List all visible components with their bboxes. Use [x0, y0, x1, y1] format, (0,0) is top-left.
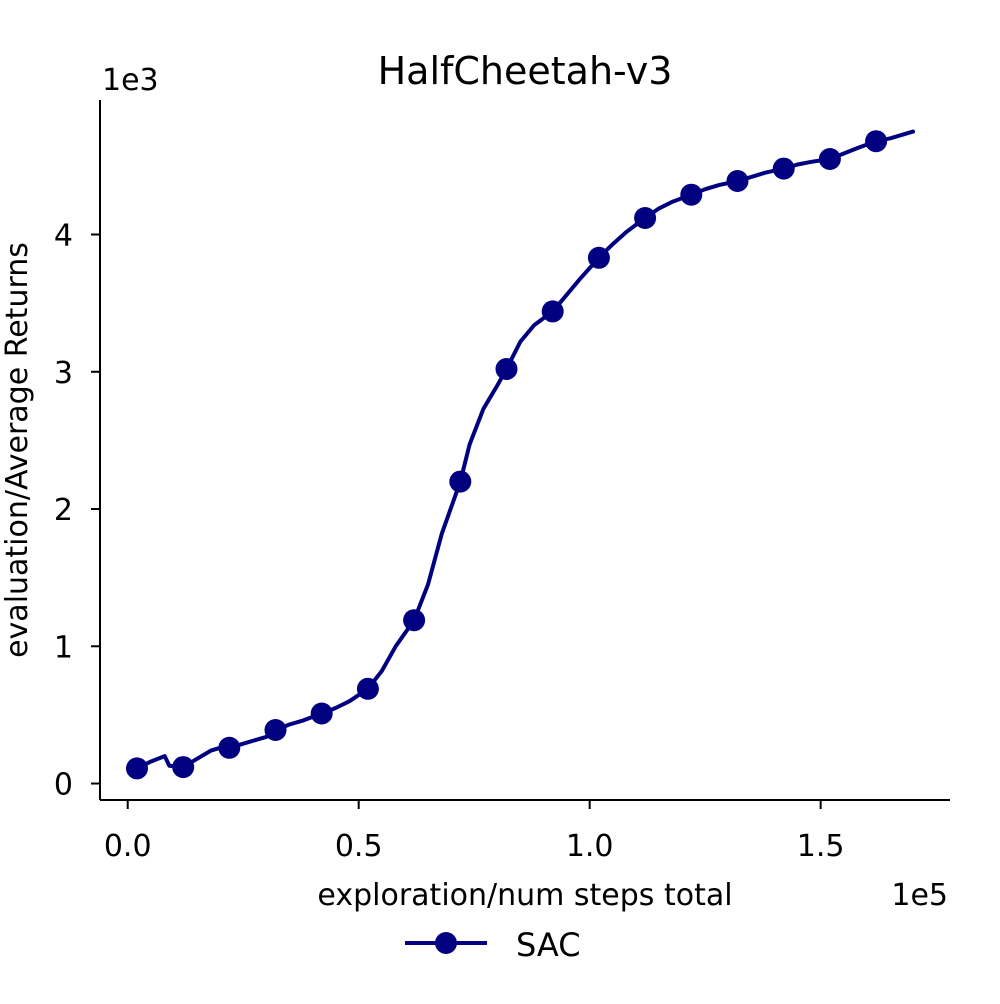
y-ticks: 0 1 2 3 4	[54, 219, 100, 803]
data-point	[403, 609, 426, 632]
data-point	[264, 719, 287, 741]
x-tick-label: 0.0	[104, 829, 152, 864]
x-tick-label: 0.5	[335, 829, 383, 864]
data-point	[818, 148, 841, 170]
data-point	[726, 170, 749, 192]
legend-label-sac: SAC	[516, 926, 581, 964]
chart-title: HalfCheetah-v3	[378, 49, 673, 93]
series-line-sac	[135, 129, 915, 771]
legend: SAC	[405, 926, 581, 964]
x-tick-label: 1.0	[566, 829, 614, 864]
y-tick-label: 3	[54, 356, 73, 391]
x-axis-label: exploration/num steps total	[317, 878, 732, 913]
y-tick-label: 1	[54, 630, 73, 665]
x-tick-label: 1.5	[797, 829, 845, 864]
data-point	[172, 756, 195, 779]
data-point	[772, 157, 795, 180]
x-multiplier-label: 1e5	[891, 878, 948, 913]
data-point	[310, 702, 333, 725]
data-point	[680, 183, 703, 206]
data-point	[634, 207, 657, 229]
data-point	[865, 130, 888, 153]
data-point	[541, 300, 564, 323]
data-point	[449, 470, 472, 493]
y-tick-label: 4	[54, 219, 73, 254]
y-tick-label: 0	[54, 768, 73, 803]
y-multiplier-label: 1e3	[102, 63, 159, 98]
data-point	[126, 757, 148, 780]
data-point	[218, 736, 241, 759]
y-axis-label: evaluation/Average Returns	[0, 242, 35, 658]
data-point	[356, 677, 379, 700]
data-point	[587, 246, 610, 269]
x-ticks: 0.0 0.5 1.0 1.5	[104, 800, 845, 864]
y-tick-label: 2	[54, 493, 73, 528]
plot-area	[126, 129, 915, 780]
data-point	[495, 358, 518, 380]
legend-marker	[435, 932, 457, 954]
